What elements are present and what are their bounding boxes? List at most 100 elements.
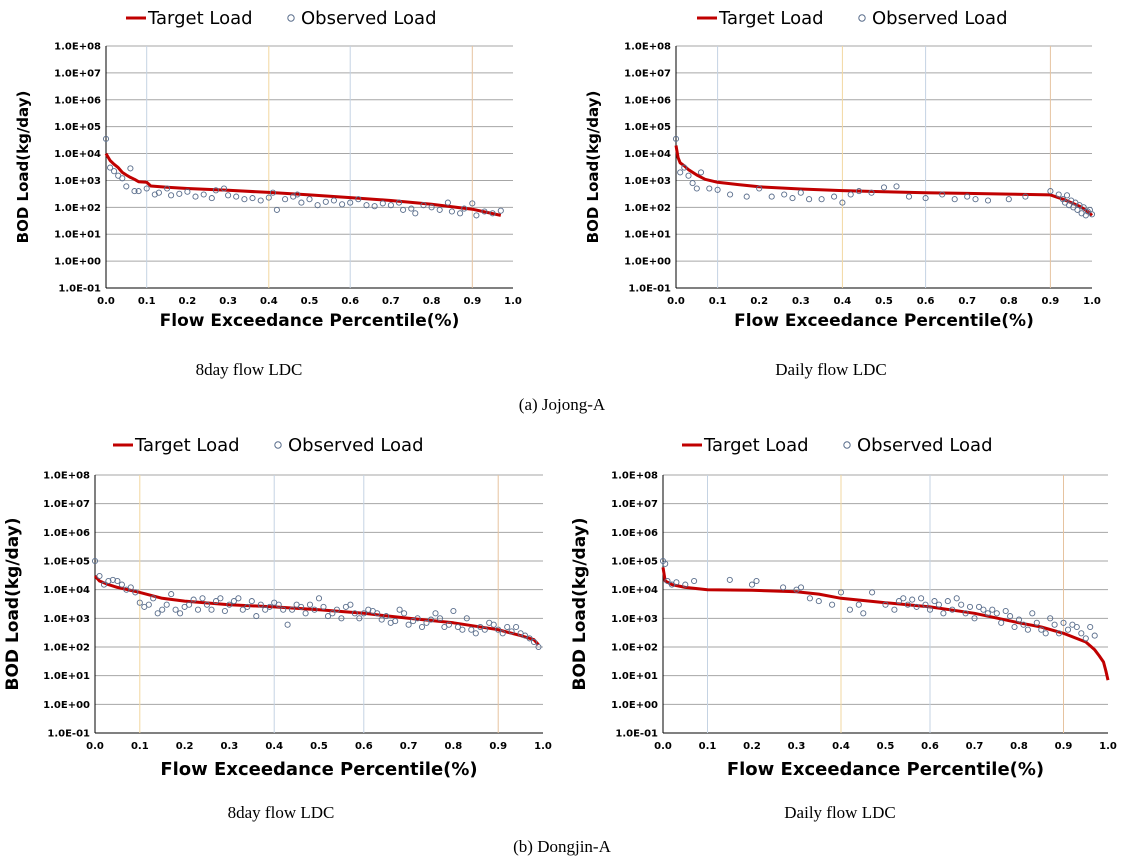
x-tick-label: 0.7 (382, 296, 400, 307)
observed-load-point (1042, 630, 1049, 637)
x-tick-label: 0.9 (463, 296, 481, 307)
x-tick-label: 0.0 (97, 296, 115, 307)
observed-load-point (444, 199, 451, 206)
y-tick-label: 1.0E+05 (624, 122, 671, 133)
observed-load-point (109, 576, 116, 583)
observed-load-point (347, 199, 354, 206)
y-tick-label: 1.0E+02 (43, 643, 90, 654)
observed-load-point (461, 205, 468, 212)
observed-load-point (136, 599, 143, 606)
observed-load-point (96, 572, 103, 580)
observed-load-point (1051, 621, 1058, 628)
observed-load-point (339, 201, 346, 208)
observed-load-point (490, 621, 497, 628)
x-tick-label: 0.5 (310, 741, 328, 752)
x-tick-label: 0.7 (958, 296, 976, 307)
observed-load-point (265, 194, 272, 201)
y-tick-label: 1.0E+03 (611, 614, 658, 625)
observed-load-point (436, 615, 444, 622)
observed-load-point (980, 606, 987, 613)
observed-load-point (477, 623, 484, 631)
observed-load-point (891, 606, 898, 613)
observed-load-point (806, 595, 813, 602)
observed-load-point (837, 589, 845, 596)
observed-load-point (1033, 619, 1040, 626)
legend-target-label: Target Load (147, 8, 253, 29)
x-tick-label: 0.5 (877, 741, 895, 752)
legend: Target Load Observed Load (126, 8, 437, 29)
observed-load-point (371, 203, 378, 210)
observed-load-point (1064, 626, 1072, 633)
legend: Target Load Observed Load (113, 435, 424, 456)
caption-group-b: (b) Dongjin-A (513, 837, 611, 856)
observed-load-point (132, 589, 139, 596)
observed-load-point (302, 610, 309, 617)
x-tick-label: 0.0 (86, 741, 104, 752)
observed-load-point (172, 606, 179, 613)
observed-load-point (664, 577, 671, 585)
observed-load-point (338, 615, 345, 622)
observed-load-point (322, 198, 329, 205)
observed-load-point (966, 603, 974, 610)
observed-load-point (269, 189, 276, 196)
observed-load-point (401, 610, 408, 617)
caption-daily-b: Daily flow LDC (784, 803, 895, 822)
y-tick-label: 1.0E+00 (43, 700, 90, 711)
observed-load-point (127, 584, 134, 591)
y-tick-label: 1.0E+05 (43, 557, 90, 568)
x-tick-label: 1.0 (534, 741, 552, 752)
observed-load-point (423, 619, 430, 626)
observed-load-point (164, 185, 171, 192)
observed-load-point (504, 623, 511, 631)
observed-load-point (212, 598, 220, 605)
observed-load-point (1020, 621, 1027, 628)
observed-load-point (806, 196, 813, 203)
x-tick-label: 0.4 (832, 741, 850, 752)
observed-load-point (414, 615, 421, 622)
y-axis-title: BOD Load(kg/day) (3, 517, 23, 690)
x-tick-label: 0.3 (221, 741, 239, 752)
x-tick-label: 0.7 (400, 741, 418, 752)
observed-load-point (168, 591, 175, 598)
observed-load-point (150, 595, 157, 602)
x-axis-title: Flow Exceedance Percentile(%) (727, 759, 1044, 780)
observed-load-point (905, 193, 913, 200)
observed-load-point (131, 188, 138, 195)
legend: Target Load Observed Load (682, 435, 993, 456)
observed-load-point (918, 595, 925, 602)
observed-load-point (497, 207, 504, 214)
observed-load-point (155, 189, 162, 196)
observed-load-point (105, 577, 112, 585)
observed-load-point (513, 623, 520, 631)
x-tick-label: 0.3 (788, 741, 806, 752)
observed-load-point (221, 607, 228, 615)
y-tick-label: 1.0E+07 (624, 68, 671, 79)
y-tick-label: 1.0E+06 (43, 528, 90, 539)
observed-load-point (459, 626, 466, 633)
observed-load-point (672, 135, 680, 142)
x-tick-label: 0.8 (1000, 296, 1018, 307)
observed-load-point (135, 188, 142, 195)
x-axis-title: Flow Exceedance Percentile(%) (160, 311, 460, 331)
x-tick-label: 0.9 (489, 741, 507, 752)
y-tick-label: 1.0E+01 (624, 230, 671, 241)
observed-load-point (114, 577, 121, 585)
observed-load-point (1047, 188, 1054, 195)
y-tick-label: 1.0E+08 (43, 471, 90, 482)
x-tick-label: 0.2 (743, 741, 761, 752)
observed-load-point (266, 603, 273, 610)
x-tick-label: 0.1 (709, 296, 727, 307)
observed-load-point (697, 169, 705, 176)
observed-load-point (984, 197, 992, 204)
observed-load-point (1091, 632, 1098, 639)
y-tick-label: 1.0E+04 (54, 149, 101, 160)
observed-load-point (127, 165, 134, 172)
observed-load-point (102, 135, 110, 142)
observed-load-point (1055, 191, 1062, 198)
x-tick-label: 0.6 (341, 296, 359, 307)
observed-load-point (333, 606, 340, 613)
observed-load-point (780, 584, 787, 591)
observed-load-point (685, 172, 692, 179)
observed-load-point (900, 595, 907, 602)
legend-target-label: Target Load (703, 435, 809, 456)
